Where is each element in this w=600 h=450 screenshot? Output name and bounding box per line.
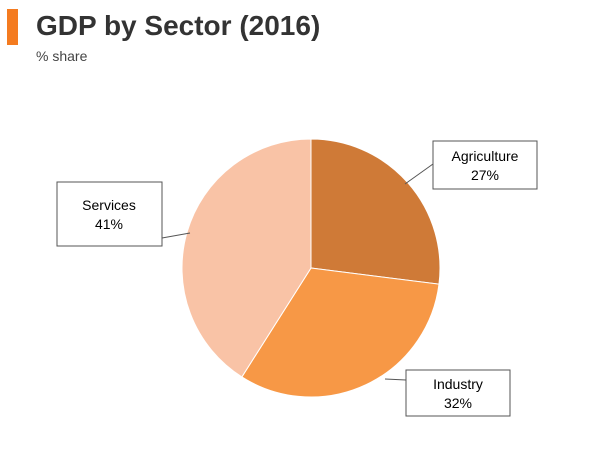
leader-line-industry — [384, 378, 407, 381]
pie-slice-services — [181, 138, 312, 378]
callout-box-industry — [405, 369, 511, 417]
chart-subtitle: % share — [36, 48, 88, 64]
callout-box-services — [56, 181, 163, 247]
chart-title: GDP by Sector (2016) — [36, 10, 321, 41]
leader-line-agriculture — [404, 163, 434, 185]
leader-line-services — [161, 232, 191, 239]
callout-box-agriculture — [432, 140, 538, 190]
slice-value-services: 41% — [95, 216, 123, 232]
slice-value-industry: 32% — [444, 395, 472, 411]
title-accent-bar — [7, 9, 18, 45]
pie-slices — [181, 138, 441, 398]
pie-slice-agriculture — [310, 138, 441, 285]
slice-label-agriculture: Agriculture — [452, 148, 519, 164]
slice-value-agriculture: 27% — [471, 167, 499, 183]
callout-agriculture: Agriculture 27% — [404, 140, 538, 190]
slice-label-industry: Industry — [433, 376, 483, 392]
callout-industry: Industry 32% — [384, 369, 511, 417]
callout-services: Services 41% — [56, 181, 191, 247]
pie-slice-industry — [241, 267, 440, 398]
slice-label-services: Services — [82, 197, 136, 213]
